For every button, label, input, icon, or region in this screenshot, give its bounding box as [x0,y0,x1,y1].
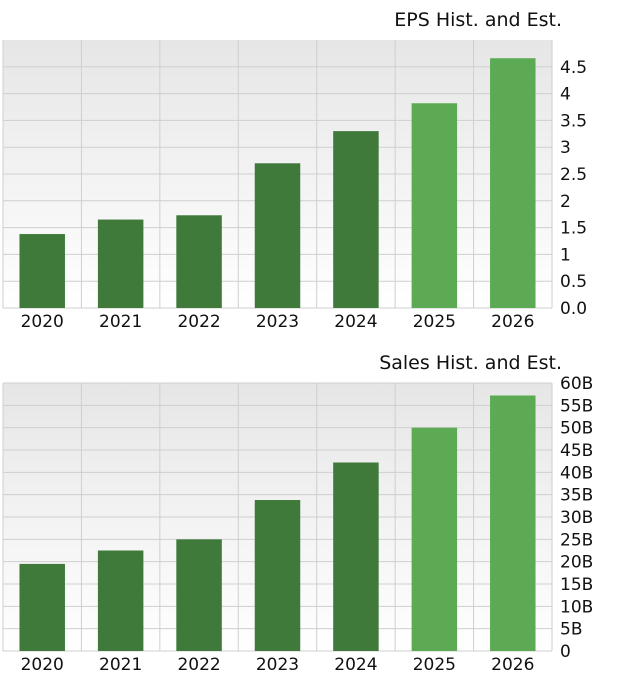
eps-ytick-label: 1 [560,245,571,265]
sales-ytick-label: 45B [560,441,593,461]
eps-bar-2025 [411,103,458,308]
eps-ytick-label: 3 [560,138,571,158]
sales-ytick-label: 60B [560,374,593,394]
sales-ytick-label: 30B [560,508,593,528]
eps-xtick-label: 2021 [99,312,142,332]
eps-ytick-label: 4.5 [560,58,587,78]
sales-chart-title: Sales Hist. and Est. [379,352,562,374]
sales-bar-2022 [176,539,222,651]
sales-bar-2021 [97,550,144,651]
sales-bar-2026 [490,395,536,651]
sales-ytick-label: 25B [560,530,593,550]
sales-bar-2020 [19,563,65,651]
eps-bar-2020 [19,234,65,308]
sales-ytick-label: 15B [560,575,593,595]
eps-bar-2022 [176,215,222,308]
sales-xtick-label: 2024 [334,655,377,675]
sales-ytick-label: 5B [560,620,582,640]
sales-ytick-label: 10B [560,597,593,617]
eps-xtick-label: 2025 [413,312,456,332]
eps-xtick-label: 2024 [334,312,377,332]
eps-chart-svg: 2020 2021 2022 2023 2024 2025 2026 0.0 0.5 1 1.5 2 2… [2,40,587,332]
sales-chart: Sales Hist. and Est. 2020 2021 2022 2023 202… [0,345,620,676]
eps-bar-2026 [490,58,536,308]
sales-xtick-label: 2022 [177,655,220,675]
sales-xtick-label: 2021 [99,655,142,675]
eps-ytick-label: 0.5 [560,272,587,292]
sales-xtick-label: 2026 [491,655,534,675]
sales-bar-2023 [254,500,301,651]
sales-ytick-label: 0 [560,642,571,662]
sales-xtick-label: 2023 [256,655,299,675]
eps-xtick-label: 2022 [177,312,220,332]
eps-xtick-label: 2026 [491,312,534,332]
eps-ytick-label: 1.5 [560,219,587,239]
sales-bar-2025 [411,427,458,651]
eps-chart: EPS Hist. and Est. 2020 2021 2022 2023 2024 2… [2,9,587,332]
sales-xtick-label: 2020 [21,655,64,675]
eps-chart-title: EPS Hist. and Est. [394,9,562,31]
sales-ytick-label: 35B [560,486,593,506]
eps-ytick-label: 2.5 [560,165,587,185]
sales-ytick-label: 40B [560,463,593,483]
eps-bar-2021 [97,219,144,308]
eps-xtick-label: 2020 [21,312,64,332]
sales-ytick-label: 55B [560,396,593,416]
eps-bar-2024 [333,131,379,308]
eps-bar-2023 [254,163,301,308]
eps-xtick-label: 2023 [256,312,299,332]
sales-chart-svg: 2020 2021 2022 2023 2024 2025 2026 05B 10B15B20B… [2,374,593,675]
eps-ytick-label: 3.5 [560,111,587,131]
eps-ytick-label: 4 [560,85,571,105]
eps-ytick-label: 2 [560,192,571,212]
sales-xtick-label: 2025 [413,655,456,675]
sales-bar-2024 [333,462,379,651]
sales-ytick-label: 50B [560,419,593,439]
eps-ytick-label: 0.0 [560,299,587,319]
sales-ytick-label: 20B [560,553,593,573]
